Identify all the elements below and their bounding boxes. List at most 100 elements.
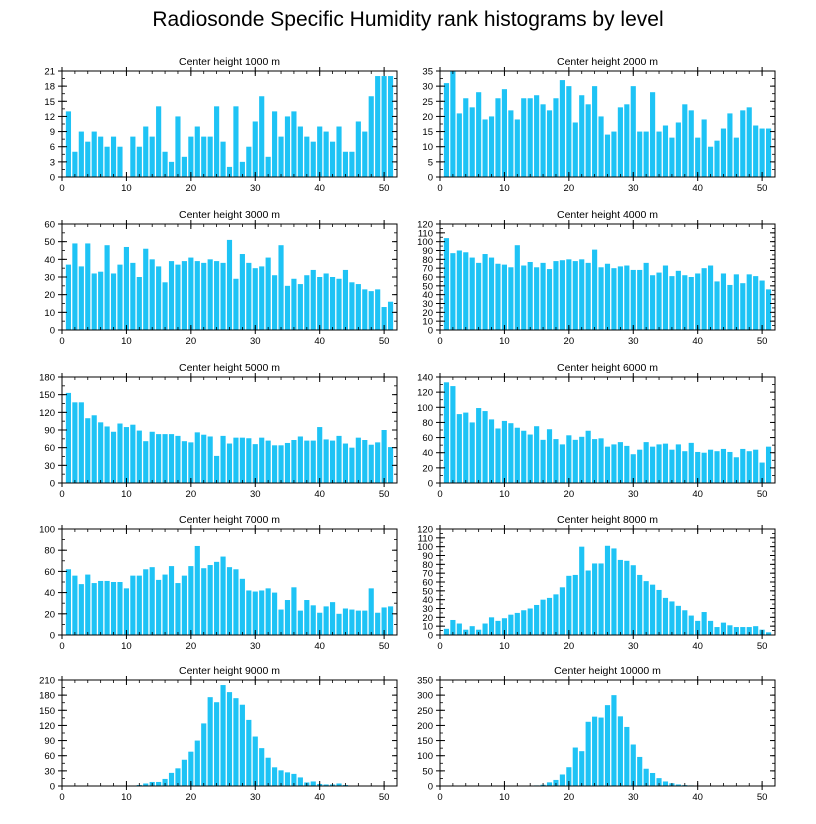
histogram-bar <box>387 606 394 635</box>
y-tick-label: 30 <box>44 766 55 777</box>
y-tick-label: 150 <box>39 390 55 401</box>
y-tick-label: 60 <box>44 443 55 454</box>
histogram-bar <box>765 128 772 177</box>
panel-title: Center height 8000 m <box>557 514 658 526</box>
y-tick-label: 50 <box>44 237 55 248</box>
histogram-bar <box>278 609 284 635</box>
y-tick-label: 10 <box>44 308 55 319</box>
histogram-bar <box>688 277 694 330</box>
histogram-bar <box>501 89 507 177</box>
x-tick-label: 0 <box>437 792 442 803</box>
histogram-bar <box>585 262 591 330</box>
y-tick-label: 70 <box>422 569 433 580</box>
histogram-bar <box>304 136 310 177</box>
y-tick-label: 70 <box>422 264 433 275</box>
y-tick-label: 0 <box>50 479 55 490</box>
histogram-bar <box>553 98 559 177</box>
histogram-bar <box>226 166 233 177</box>
histogram-bar <box>604 446 611 483</box>
histogram-bar <box>624 104 630 177</box>
histogram-bar <box>98 271 104 330</box>
histogram-bar <box>239 704 245 786</box>
histogram-bar <box>720 128 727 177</box>
histogram-bar <box>611 268 617 330</box>
y-tick-label: 30 <box>44 273 55 284</box>
histogram-bar <box>521 98 527 177</box>
histogram-bar <box>695 620 701 635</box>
histogram-bar <box>342 443 349 483</box>
histogram-bar <box>188 566 194 635</box>
histogram-bar <box>246 590 252 635</box>
y-tick-label: 18 <box>44 82 55 93</box>
histogram-bar <box>753 626 759 635</box>
y-tick-label: 0 <box>428 782 433 793</box>
histogram-bar <box>643 442 649 483</box>
histogram-bar <box>252 736 258 786</box>
y-tick-label: 15 <box>44 97 55 108</box>
histogram-bar <box>368 588 374 635</box>
histogram-bar <box>753 276 759 330</box>
y-tick-label: 30 <box>422 604 433 615</box>
histogram-bar <box>110 273 117 330</box>
histogram-bar <box>130 262 136 330</box>
histogram-bar <box>162 434 168 483</box>
histogram-bar <box>175 435 181 483</box>
histogram-bar <box>733 457 739 483</box>
histogram-bar <box>330 277 336 330</box>
histogram-bar <box>675 444 681 483</box>
histogram-bar <box>91 583 97 635</box>
x-tick-label: 30 <box>250 183 261 194</box>
histogram-bar <box>650 275 656 330</box>
histogram-bar <box>495 620 501 635</box>
histogram-bar <box>291 587 297 635</box>
histogram-bar <box>443 238 450 330</box>
y-tick-label: 6 <box>50 142 55 153</box>
histogram-bar <box>304 275 310 330</box>
y-tick-label: 180 <box>39 691 55 702</box>
histogram-bar <box>598 267 604 330</box>
y-tick-label: 210 <box>39 676 55 687</box>
histogram-bar <box>463 252 469 330</box>
histogram-bar <box>746 107 752 177</box>
y-tick-label: 150 <box>417 736 433 747</box>
histogram-bar <box>175 583 181 635</box>
histogram-bar <box>297 126 303 177</box>
histogram-bar <box>342 608 349 635</box>
histogram-bar <box>194 432 200 483</box>
histogram-bar <box>355 437 361 483</box>
histogram-bar <box>233 698 239 786</box>
histogram-bar <box>265 588 271 635</box>
x-tick-label: 40 <box>314 641 325 652</box>
x-tick-label: 0 <box>59 641 64 652</box>
x-tick-label: 0 <box>437 336 442 347</box>
histogram-bar <box>598 717 604 786</box>
histogram-bar <box>201 136 207 177</box>
histogram-bar <box>297 284 303 330</box>
histogram-bar <box>381 607 387 635</box>
histogram-bar <box>330 602 336 635</box>
histogram-bar <box>98 136 104 177</box>
histogram-bar <box>272 767 278 786</box>
y-tick-label: 0 <box>428 326 433 337</box>
histogram-bar <box>168 261 175 330</box>
histogram-bar <box>746 451 752 483</box>
histogram-bar <box>450 386 456 483</box>
histogram-bar <box>727 113 733 177</box>
y-tick-label: 100 <box>39 525 55 536</box>
histogram-bar <box>456 250 462 330</box>
y-tick-label: 110 <box>418 533 433 544</box>
x-tick-label: 30 <box>628 641 639 652</box>
histogram-bar <box>559 444 565 483</box>
histogram-bar <box>143 569 149 635</box>
histogram-bar <box>259 266 265 330</box>
y-tick-label: 20 <box>422 613 433 624</box>
y-tick-label: 0 <box>428 631 433 642</box>
histogram-bar <box>695 273 701 330</box>
histogram-bar <box>450 619 456 635</box>
histogram-bar <box>349 151 355 177</box>
x-tick-label: 20 <box>564 489 575 500</box>
y-tick-label: 40 <box>422 595 433 606</box>
panel-title: Center height 7000 m <box>179 514 280 526</box>
histogram-bar <box>201 568 207 635</box>
histogram-bar <box>78 402 84 483</box>
